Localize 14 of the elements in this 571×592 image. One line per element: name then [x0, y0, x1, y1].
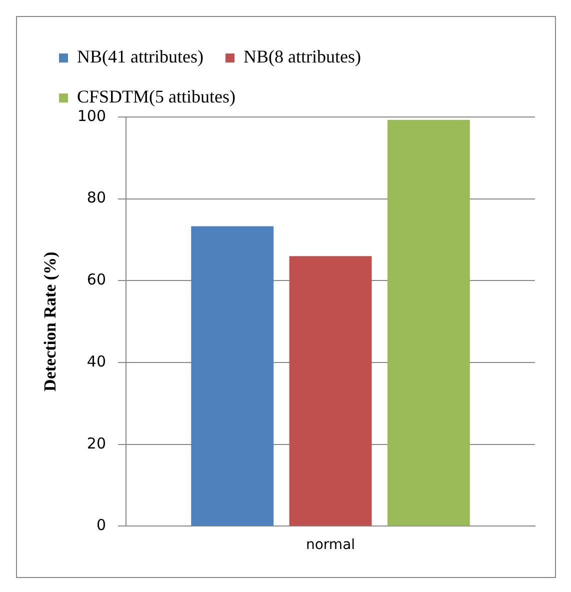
legend-label: NB(41 attributes)	[77, 46, 204, 67]
legend-label: CFSDTM(5 attibutes)	[77, 86, 236, 107]
y-tick-label: 0	[96, 516, 106, 534]
y-tick-label: 20	[86, 434, 106, 452]
x-tick-label: normal	[306, 537, 356, 554]
bar	[387, 120, 470, 526]
bar	[191, 226, 274, 526]
y-tick-label: 60	[86, 270, 106, 289]
y-axis-title: Detection Rate (%)	[40, 252, 60, 392]
y-tick-label: 100	[77, 106, 106, 125]
y-tick-label: 40	[86, 352, 106, 370]
legend-label: NB(8 attributes)	[243, 46, 361, 67]
bar	[289, 256, 372, 526]
y-tick-label: 80	[86, 188, 106, 207]
